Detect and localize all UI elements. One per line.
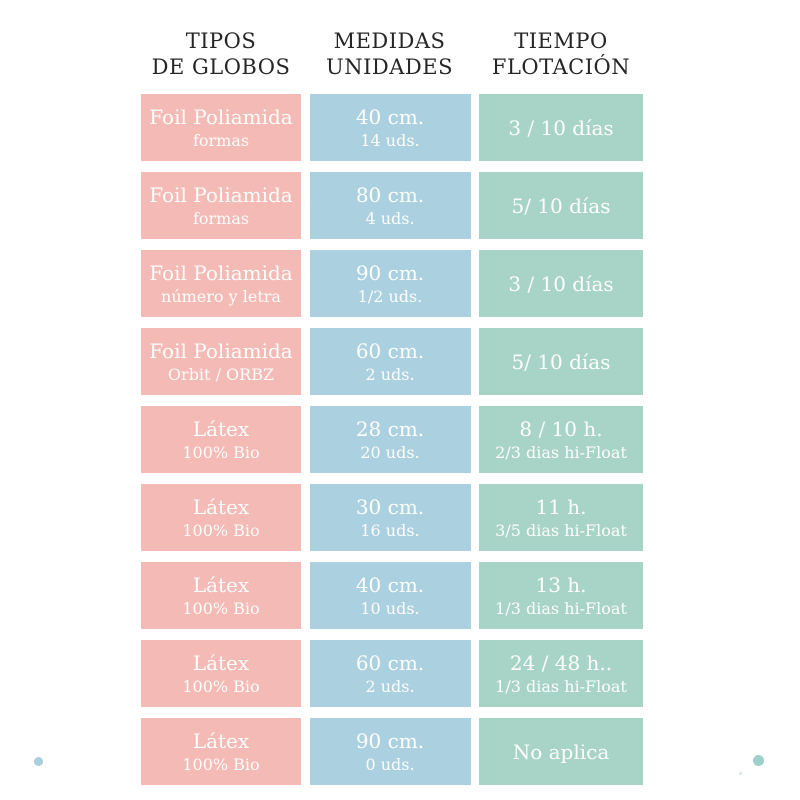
- tiempo-line1: No aplica: [512, 739, 610, 764]
- medida-cell: 30 cm. 16 uds.: [309, 484, 471, 551]
- tipo-cell: Látex 100% Bio: [141, 718, 301, 785]
- column-header-tiempo: TIEMPO FLOTACIÓN: [469, 28, 653, 80]
- medida-line1: 90 cm.: [355, 261, 425, 285]
- medida-line2: 16 uds.: [360, 521, 420, 540]
- medida-line1: 90 cm.: [355, 729, 425, 753]
- medida-line1: 60 cm.: [355, 339, 425, 363]
- tipo-cell: Foil Poliamida Orbit / ORBZ: [141, 328, 301, 395]
- tipo-line2: número y letra: [161, 287, 281, 306]
- medida-line2: 4 uds.: [365, 209, 415, 228]
- medida-line2: 2 uds.: [365, 365, 415, 384]
- tipo-line1: Látex: [192, 651, 250, 675]
- medida-line2: 14 uds.: [360, 131, 420, 150]
- column-header-tipos-line1: TIPOS: [185, 29, 257, 53]
- tiempo-line2: 1/3 dias hi-Float: [495, 677, 627, 696]
- tiempo-cell: 5/ 10 días: [479, 328, 643, 395]
- tipo-cell: Foil Poliamida formas: [141, 172, 301, 239]
- medida-cell: 60 cm. 2 uds.: [309, 328, 471, 395]
- tiempo-cell: 13 h. 1/3 dias hi-Float: [479, 562, 643, 629]
- tipo-line2: 100% Bio: [182, 599, 260, 618]
- medida-line2: 2 uds.: [365, 677, 415, 696]
- tipo-line2: Orbit / ORBZ: [167, 365, 275, 384]
- table-body: Foil Poliamida formas 40 cm. 14 uds. 3 /…: [141, 94, 643, 785]
- medida-cell: 80 cm. 4 uds.: [309, 172, 471, 239]
- tipo-line1: Foil Poliamida: [149, 183, 293, 207]
- tiempo-cell: 24 / 48 h.. 1/3 dias hi-Float: [479, 640, 643, 707]
- tiempo-line1: 13 h.: [535, 573, 587, 597]
- column-header-tiempo-line1: TIEMPO: [514, 29, 608, 53]
- tipo-line1: Látex: [192, 495, 250, 519]
- tiempo-line1: 5/ 10 días: [511, 193, 611, 218]
- tipo-line1: Látex: [192, 729, 250, 753]
- medida-cell: 40 cm. 14 uds.: [309, 94, 471, 161]
- medida-cell: 28 cm. 20 uds.: [309, 406, 471, 473]
- column-header-medidas-line2: UNIDADES: [326, 55, 453, 79]
- tiempo-cell: 3 / 10 días: [479, 94, 643, 161]
- tiempo-line1: 8 / 10 h.: [519, 417, 603, 441]
- column-header-tipos: TIPOS DE GLOBOS: [131, 28, 311, 80]
- medida-line1: 40 cm.: [355, 105, 425, 129]
- tipo-line2: 100% Bio: [182, 521, 260, 540]
- medida-line1: 28 cm.: [355, 417, 425, 441]
- tipo-line1: Látex: [192, 573, 250, 597]
- medida-cell: 40 cm. 10 uds.: [309, 562, 471, 629]
- tipo-cell: Látex 100% Bio: [141, 406, 301, 473]
- medida-line2: 10 uds.: [360, 599, 420, 618]
- column-header-medidas-line1: MEDIDAS: [333, 29, 446, 53]
- tiempo-cell: 11 h. 3/5 dias hi-Float: [479, 484, 643, 551]
- tiempo-line1: 5/ 10 días: [511, 349, 611, 374]
- decorative-dot-blue: [34, 757, 43, 766]
- tipo-line1: Foil Poliamida: [149, 105, 293, 129]
- tipo-cell: Foil Poliamida número y letra: [141, 250, 301, 317]
- tipo-line2: formas: [192, 209, 250, 228]
- tiempo-cell: 3 / 10 días: [479, 250, 643, 317]
- decorative-dot-faint: [739, 772, 742, 775]
- medida-line1: 30 cm.: [355, 495, 425, 519]
- tiempo-line1: 11 h.: [535, 495, 587, 519]
- tiempo-line1: 3 / 10 días: [508, 115, 614, 140]
- medida-line1: 60 cm.: [355, 651, 425, 675]
- medida-line2: 0 uds.: [365, 755, 415, 774]
- tipo-cell: Látex 100% Bio: [141, 562, 301, 629]
- tipo-line2: formas: [192, 131, 250, 150]
- tiempo-line1: 3 / 10 días: [508, 271, 614, 296]
- tipo-line1: Foil Poliamida: [149, 261, 293, 285]
- medida-cell: 60 cm. 2 uds.: [309, 640, 471, 707]
- medida-line1: 40 cm.: [355, 573, 425, 597]
- decorative-dot-teal: [753, 755, 764, 766]
- tiempo-line1: 24 / 48 h..: [509, 651, 613, 675]
- tipo-line2: 100% Bio: [182, 677, 260, 696]
- tipo-line2: 100% Bio: [182, 443, 260, 462]
- medida-cell: 90 cm. 0 uds.: [309, 718, 471, 785]
- column-header-tiempo-line2: FLOTACIÓN: [491, 55, 631, 79]
- tipo-cell: Látex 100% Bio: [141, 640, 301, 707]
- tiempo-line2: 2/3 dias hi-Float: [495, 443, 627, 462]
- tipo-line1: Foil Poliamida: [149, 339, 293, 363]
- tiempo-line2: 1/3 dias hi-Float: [495, 599, 627, 618]
- medida-line2: 1/2 uds.: [357, 287, 423, 306]
- tiempo-cell: 5/ 10 días: [479, 172, 643, 239]
- tiempo-line2: 3/5 dias hi-Float: [495, 521, 627, 540]
- medida-cell: 90 cm. 1/2 uds.: [309, 250, 471, 317]
- tipo-cell: Látex 100% Bio: [141, 484, 301, 551]
- column-header-medidas: MEDIDAS UNIDADES: [299, 28, 480, 80]
- tipo-cell: Foil Poliamida formas: [141, 94, 301, 161]
- column-header-tipos-line2: DE GLOBOS: [151, 55, 291, 79]
- medida-line2: 20 uds.: [360, 443, 420, 462]
- medida-line1: 80 cm.: [355, 183, 425, 207]
- tipo-line2: 100% Bio: [182, 755, 260, 774]
- tipo-line1: Látex: [192, 417, 250, 441]
- tiempo-cell: No aplica: [479, 718, 643, 785]
- tiempo-cell: 8 / 10 h. 2/3 dias hi-Float: [479, 406, 643, 473]
